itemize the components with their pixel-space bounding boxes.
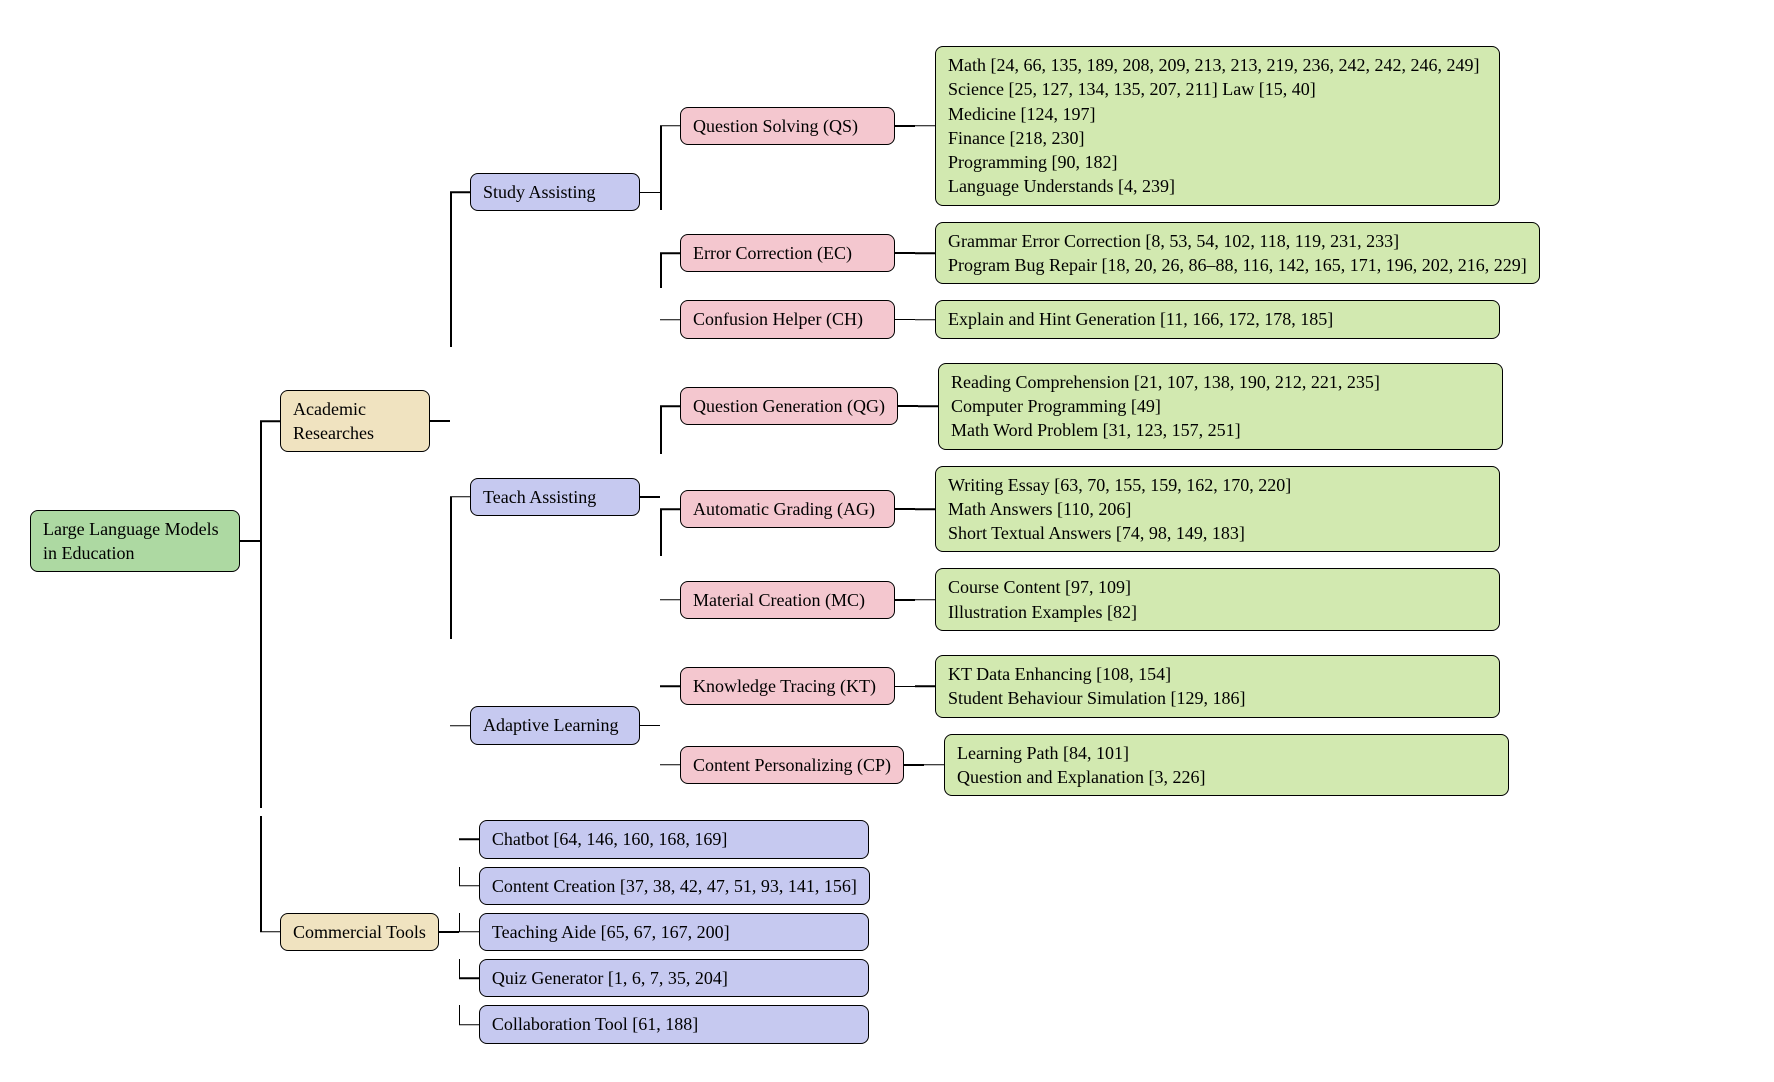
- level3-item-kt: Knowledge Tracing (KT) KT Data Enhancing…: [660, 647, 1500, 726]
- level3-item-mc: Material Creation (MC) Course Content [9…: [660, 560, 1500, 639]
- leaf-ec: Grammar Error Correction [8, 53, 54, 102…: [935, 222, 1540, 285]
- node-ct-aide: Teaching Aide [65, 67, 167, 200]: [479, 913, 869, 951]
- academic-children-col: Study Assisting Question Solving (QS): [450, 34, 1540, 808]
- node-kt: Knowledge Tracing (KT): [680, 667, 895, 705]
- node-study: Study Assisting: [470, 173, 640, 211]
- node-qg: Question Generation (QG): [680, 387, 898, 425]
- level3-item-qg: Question Generation (QG) Reading Compreh…: [660, 355, 1503, 458]
- commercial-item: Chatbot [64, 146, 160, 168, 169]: [459, 816, 869, 862]
- commercial-children-col: Chatbot [64, 146, 160, 168, 169] Content…: [459, 816, 870, 1047]
- leaf-ch: Explain and Hint Generation [11, 166, 17…: [935, 300, 1500, 338]
- commercial-item: Content Creation [37, 38, 42, 47, 51, 93…: [459, 863, 870, 909]
- leaf-ag: Writing Essay [63, 70, 155, 159, 162, 17…: [935, 466, 1500, 553]
- leaf-cp: Learning Path [84, 101] Question and Exp…: [944, 734, 1509, 797]
- node-ct-chatbot: Chatbot [64, 146, 160, 168, 169]: [479, 820, 869, 858]
- node-mc: Material Creation (MC): [680, 581, 895, 619]
- level3-item-ec: Error Correction (EC) Grammar Error Corr…: [660, 214, 1540, 293]
- commercial-item: Quiz Generator [1, 6, 7, 35, 204]: [459, 955, 869, 1001]
- level2-item-study: Study Assisting Question Solving (QS): [450, 34, 1540, 351]
- level1-item-commercial: Commercial Tools Chatbot [64, 146, 160, …: [260, 812, 870, 1051]
- node-ct-collab: Collaboration Tool [61, 188]: [479, 1005, 869, 1043]
- node-ch: Confusion Helper (CH): [680, 300, 895, 338]
- leaf-qg: Reading Comprehension [21, 107, 138, 190…: [938, 363, 1503, 450]
- level1-col: Academic Researches Study Assisting: [260, 30, 1540, 1052]
- root-node: Large Language Models in Education: [30, 510, 240, 573]
- commercial-item: Teaching Aide [65, 67, 167, 200]: [459, 909, 869, 955]
- leaf-qs: Math [24, 66, 135, 189, 208, 209, 213, 2…: [935, 46, 1500, 206]
- level3-item-qs: Question Solving (QS) Math [24, 66, 135,…: [660, 38, 1500, 214]
- level3-item-ag: Automatic Grading (AG) Writing Essay [63…: [660, 458, 1500, 561]
- leaf-kt: KT Data Enhancing [108, 154] Student Beh…: [935, 655, 1500, 718]
- level2-item-adaptive: Adaptive Learning Knowledge Tracing (KT): [450, 643, 1509, 808]
- node-adaptive: Adaptive Learning: [470, 706, 640, 744]
- level1-item-academic: Academic Researches Study Assisting: [260, 30, 1540, 812]
- node-qs: Question Solving (QS): [680, 107, 895, 145]
- node-ct-quiz: Quiz Generator [1, 6, 7, 35, 204]: [479, 959, 869, 997]
- node-commercial: Commercial Tools: [280, 913, 439, 951]
- root-branch: Large Language Models in Education Acade…: [30, 30, 1744, 1052]
- commercial-item: Collaboration Tool [61, 188]: [459, 1001, 869, 1047]
- leaf-mc: Course Content [97, 109] Illustration Ex…: [935, 568, 1500, 631]
- taxonomy-tree: Large Language Models in Education Acade…: [30, 30, 1744, 1052]
- level3-item-cp: Content Personalizing (CP) Learning Path…: [660, 726, 1509, 805]
- node-academic: Academic Researches: [280, 390, 430, 453]
- node-ag: Automatic Grading (AG): [680, 490, 895, 528]
- level3-item-ch: Confusion Helper (CH) Explain and Hint G…: [660, 292, 1500, 346]
- node-teach: Teach Assisting: [470, 478, 640, 516]
- node-ec: Error Correction (EC): [680, 234, 895, 272]
- node-ct-content: Content Creation [37, 38, 42, 47, 51, 93…: [479, 867, 870, 905]
- node-cp: Content Personalizing (CP): [680, 746, 904, 784]
- level2-item-teach: Teach Assisting Question Generation (QG): [450, 351, 1503, 643]
